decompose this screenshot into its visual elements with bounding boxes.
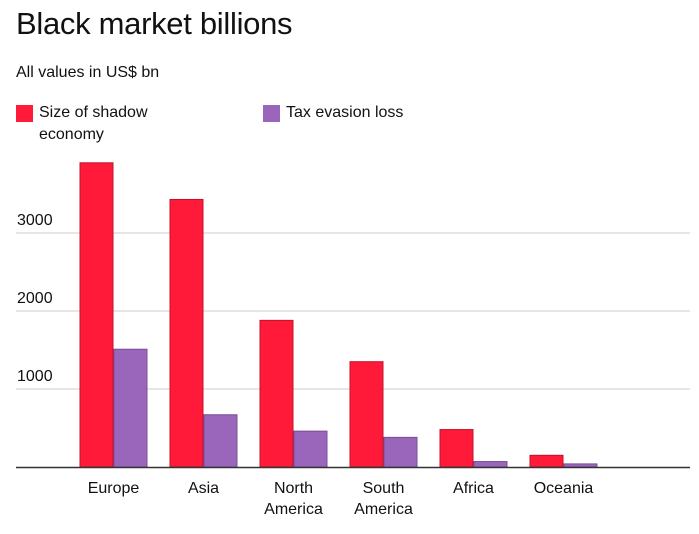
- legend-label-tax-evasion: Tax evasion loss: [286, 104, 404, 121]
- legend-label-shadow-economy: Size of shadow economy: [39, 102, 148, 146]
- legend-item-tax-evasion: Tax evasion loss: [263, 102, 483, 124]
- bar-tax-evasion: [383, 436, 418, 468]
- category-label: Africa: [453, 480, 494, 497]
- category-label: Oceania: [534, 480, 594, 497]
- category-label: Europe: [88, 480, 140, 497]
- y-tick-labels: 1000 2000 3000: [17, 212, 53, 385]
- y-tick-label: 2000: [17, 290, 53, 307]
- category-labels: Europe Asia North America South America Africa…: [88, 480, 594, 518]
- chart-subtitle: All values in US$ bn: [16, 64, 160, 81]
- bar-tax-evasion: [203, 414, 238, 468]
- legend-swatch-shadow-economy: [16, 105, 33, 122]
- bar-tax-evasion: [293, 430, 328, 468]
- y-tick-label: 1000: [17, 368, 53, 385]
- bar-shadow-economy: [169, 198, 204, 468]
- bar-shadow-economy: [439, 429, 474, 468]
- bar-tax-evasion: [563, 463, 598, 468]
- bar-shadow-economy: [79, 162, 114, 468]
- category-label: South America: [354, 480, 413, 518]
- bar-shadow-economy: [529, 454, 564, 468]
- bar-shadow-economy: [349, 361, 384, 468]
- category-label: North America: [264, 480, 323, 518]
- bar-tax-evasion: [473, 461, 508, 468]
- bar-shadow-economy: [259, 319, 294, 468]
- legend-label-line: economy: [39, 126, 104, 143]
- bars: [79, 162, 598, 468]
- legend-label-line: Size of shadow: [39, 104, 148, 121]
- y-tick-label: 3000: [17, 212, 53, 229]
- legend-item-shadow-economy: Size of shadow economy: [16, 102, 216, 146]
- chart-title: Black market billions: [16, 6, 293, 41]
- category-label: Asia: [188, 480, 219, 497]
- legend-swatch-tax-evasion: [263, 105, 280, 122]
- bar-tax-evasion: [113, 348, 148, 468]
